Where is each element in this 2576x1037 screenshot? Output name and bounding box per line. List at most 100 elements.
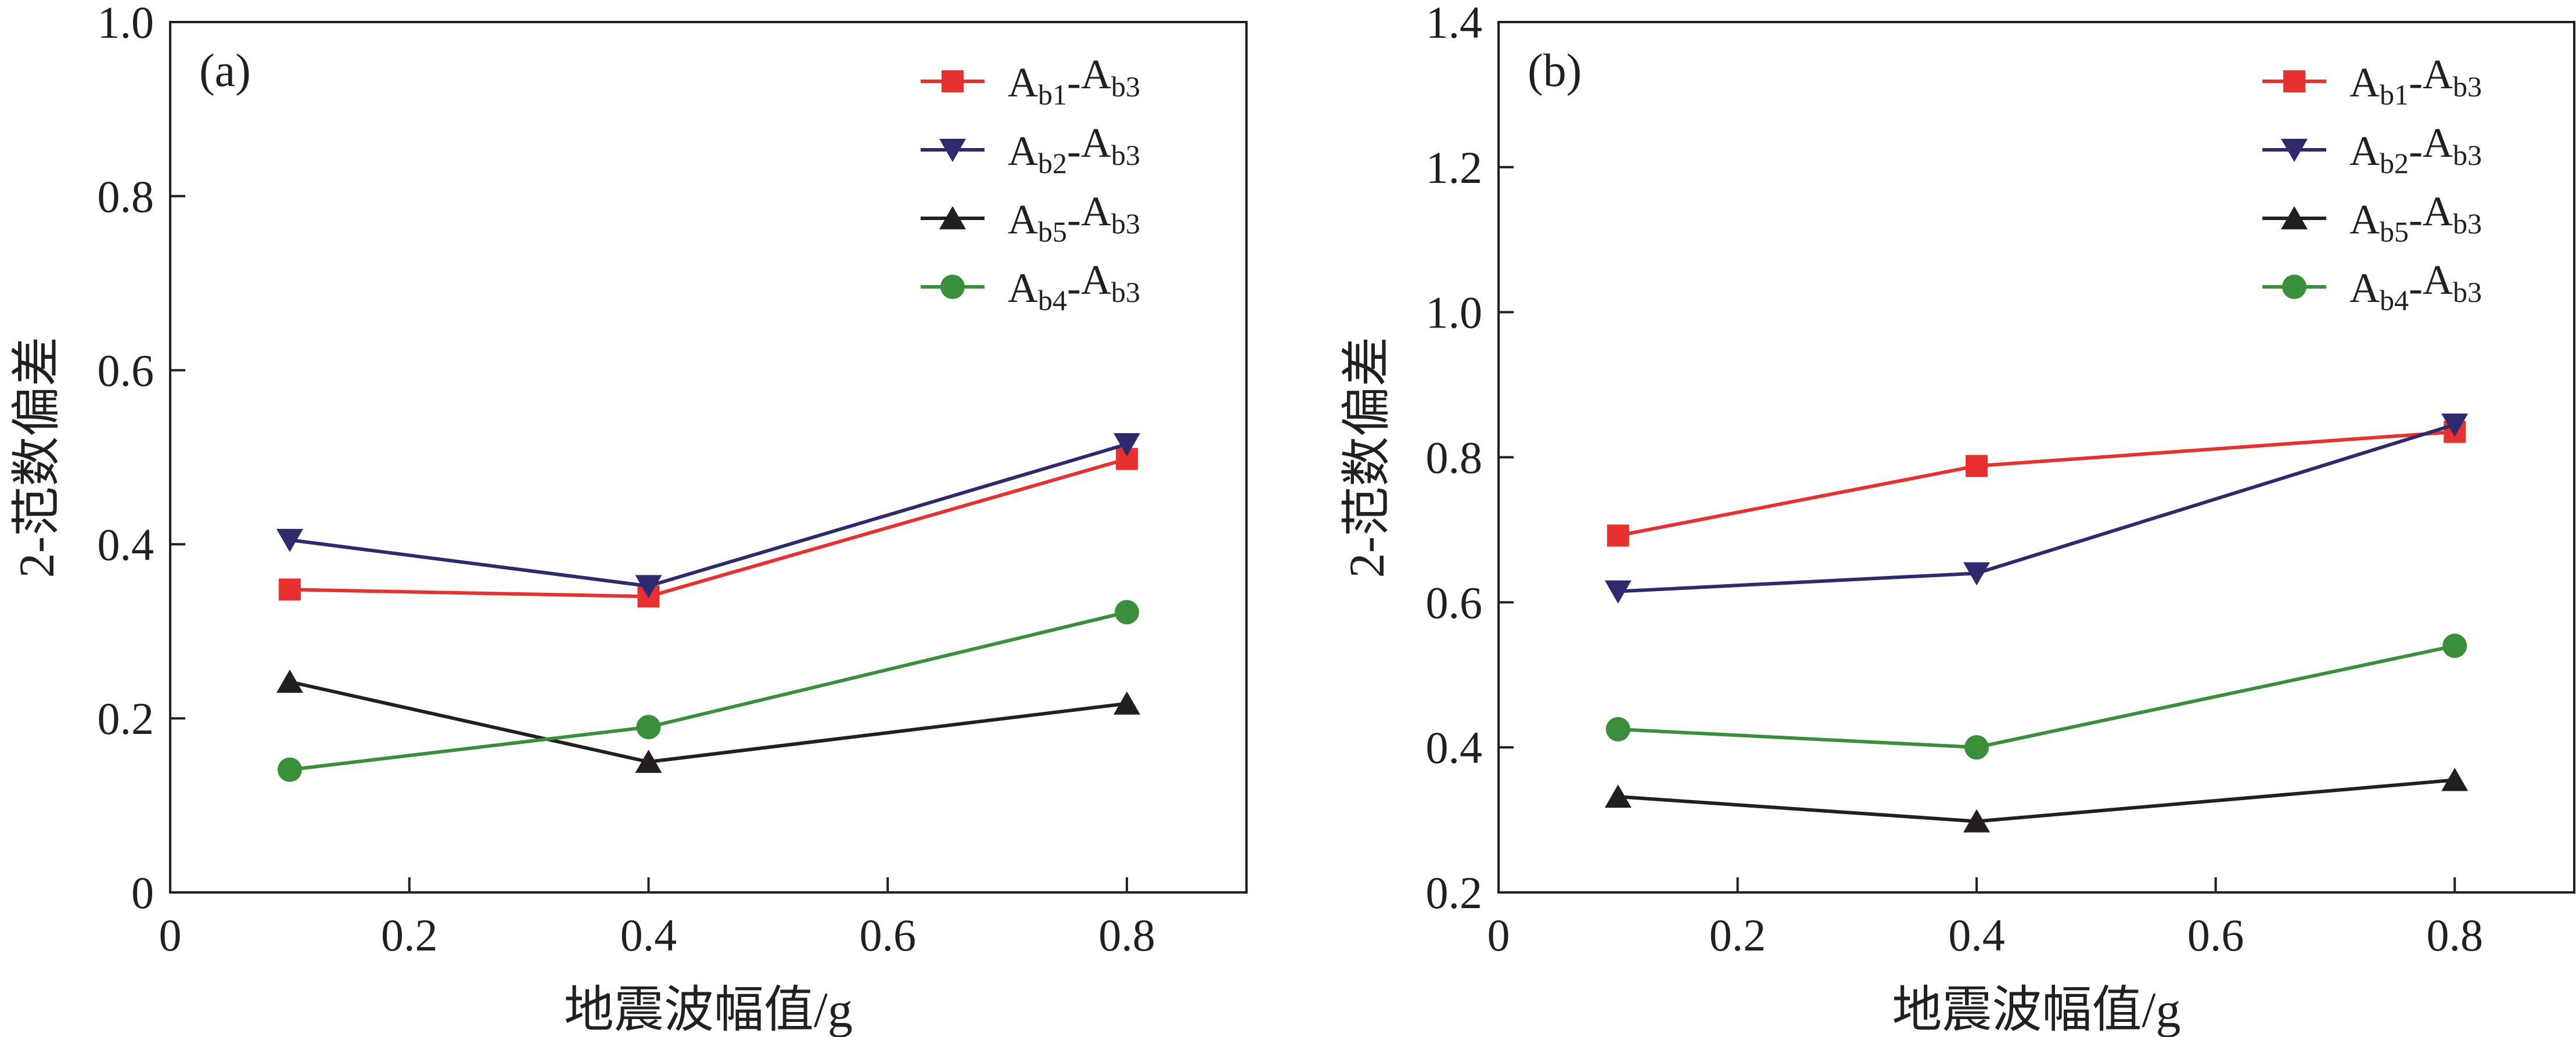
x-tick-label: 0.4 [620,910,677,960]
y-tick-label: 0.8 [98,171,155,222]
data-point [1605,716,1630,741]
y-axis-title: 2-范数偏差 [9,337,64,578]
plot-frame [169,21,1248,894]
legend-label-part: - [2409,59,2423,106]
y-tick-label: 0.6 [1426,577,1483,628]
data-point [276,528,303,552]
y-tick-label: 1.2 [1426,142,1483,193]
legend-label-part: A [1081,51,1111,98]
x-tick-label: 0 [159,910,182,960]
panel-label: (a) [199,45,251,96]
legend-label-part: - [1067,128,1081,174]
legend-label-subscript: b3 [1111,207,1140,240]
x-tick-label: 0.2 [1709,910,1766,960]
legend-label-part: - [2409,128,2423,174]
legend-label-part: A [1008,265,1038,311]
legend-label-subscript: b3 [1111,139,1140,171]
x-tick-label: 0 [1488,910,1510,960]
data-point [2441,768,2469,791]
series-ab2-ab3 [1604,413,2469,604]
y-tick-label: 1.4 [1426,0,1483,48]
y-tick-label: 1.0 [98,0,155,48]
legend-label-subscript: b3 [2453,70,2482,103]
legend-marker [940,275,965,299]
legend-entry: Ab4-Ab3 [2262,257,2482,316]
y-tick-label: 1.0 [1426,287,1483,338]
series-ab4-ab3 [1605,633,2467,760]
legend-label-part: - [1067,59,1081,106]
legend-label-part: - [2409,196,2423,243]
legend-entry: Ab2-Ab3 [2262,120,2482,179]
data-point [1113,691,1141,715]
series-line [289,610,1127,772]
legend-entry: Ab1-Ab3 [921,51,1140,111]
data-point [2442,633,2467,658]
legend-label: Ab4-Ab3 [2349,257,2482,316]
legend-label-part: A [1008,59,1038,106]
y-tick-label: 0.6 [98,345,155,396]
panel-b: 0 0.2 0.4 0.6 0.80.20.40.60.81.01.21.4地震波幅值/… [1339,0,2575,1037]
x-tick-label: 0.6 [860,910,917,960]
legend-label-part: A [2349,128,2380,174]
legend-label: Ab5-Ab3 [2349,188,2482,248]
data-point [2441,413,2469,437]
x-tick-label: 0.4 [1948,910,2005,960]
legend-label-part: A [2423,257,2453,303]
series-ab1-ab3 [1607,420,2466,547]
legend-label-subscript: b1 [1038,78,1067,111]
legend-label-part: - [1067,265,1081,311]
data-point [635,575,662,599]
legend-marker [939,206,966,229]
legend-marker [939,139,966,162]
legend-label-part: A [2423,51,2453,98]
data-point [278,578,301,601]
legend-label-part: A [1081,188,1111,235]
legend-marker [2283,70,2305,92]
legend-label-subscript: b2 [1038,147,1067,179]
legend-marker [942,70,964,92]
data-point [1113,433,1141,457]
series-line [289,442,1127,588]
series-ab5-ab3 [1604,768,2469,833]
x-axis-title: 地震波幅值/g [1892,982,2181,1037]
x-tick-label: 0.8 [2426,910,2483,960]
y-tick-label: 0.2 [1426,867,1483,918]
legend-label-subscript: b3 [1111,276,1140,308]
legend-label-part: A [2349,59,2380,106]
legend-entry: Ab5-Ab3 [2262,188,2482,248]
legend-label: Ab1-Ab3 [1008,51,1140,111]
y-tick-label: 0 [131,867,154,918]
legend-entry: Ab1-Ab3 [2262,51,2482,111]
y-tick-label: 0.4 [1426,722,1483,773]
legend-marker [2282,275,2306,299]
panel-a: 0 0.2 0.4 0.6 0.8 0 0.2 0.4 0.6 0.8 1.0 地震波幅值/g 2-范数… [9,0,1248,1037]
legend-label-part: A [2423,188,2453,235]
legend-label-subscript: b3 [2453,276,2482,308]
series-ab1-ab3 [278,448,1138,608]
legend-label-subscript: b5 [1038,215,1067,248]
y-tick-label: 0.4 [98,519,155,570]
legend-label: Ab2-Ab3 [2349,120,2482,179]
legend-label: Ab5-Ab3 [1008,188,1140,248]
data-point [1604,784,1632,808]
series-ab4-ab3 [277,600,1140,782]
series-line [289,680,1127,764]
series-ab2-ab3 [276,433,1141,599]
data-point [277,757,302,782]
legend-label: Ab2-Ab3 [1008,120,1140,179]
legend-label-part: A [1081,120,1111,166]
series-line [1618,644,2455,750]
data-point [1604,580,1632,604]
legend-label-part: A [2423,120,2453,166]
y-tick-label: 0.8 [1426,433,1483,483]
legend-label-part: A [1081,257,1111,303]
legend-label-subscript: b4 [1038,284,1067,316]
legend-label-part: A [2349,265,2380,311]
data-point [635,750,662,773]
legend-label-subscript: b2 [2380,147,2409,179]
data-point [1964,735,1989,760]
x-axis-title: 地震波幅值/g [564,982,853,1037]
